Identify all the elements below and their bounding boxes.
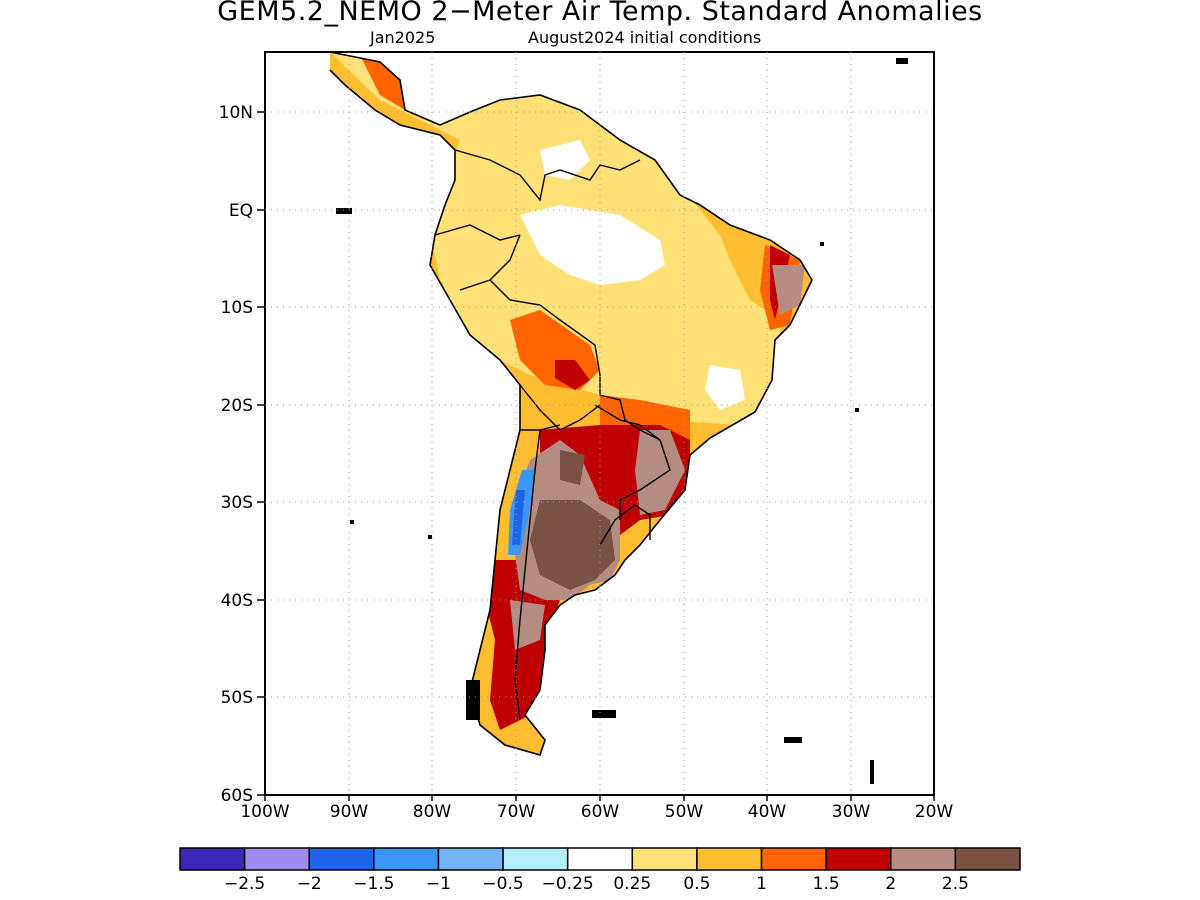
subtitle-initial-conditions: August2024 initial conditions bbox=[528, 28, 762, 47]
lat-label: 20S bbox=[221, 396, 253, 416]
map-title: GEM5.2_NEMO 2−Meter Air Temp. Standard A… bbox=[217, 0, 983, 27]
anomaly-region bbox=[772, 265, 805, 315]
lon-label: 80W bbox=[413, 802, 452, 822]
legend-swatch bbox=[825, 847, 892, 871]
anomaly-region bbox=[512, 490, 525, 545]
longitude-labels: 100W 90W 80W 70W 60W 50W 40W 30W 20W bbox=[240, 795, 953, 822]
legend-swatch bbox=[696, 847, 763, 871]
anomaly-shading bbox=[330, 52, 812, 755]
legend-swatch bbox=[954, 847, 1021, 871]
legend-swatch bbox=[566, 847, 634, 871]
legend-swatch bbox=[631, 847, 698, 871]
lat-label: 10N bbox=[219, 103, 253, 123]
color-legend: −2.5 −2 −1.5 −1 −0.5 −0.25 0.25 0.5 1 1.5 2 2.5 bbox=[179, 847, 1021, 894]
lon-label: 60W bbox=[581, 802, 620, 822]
legend-swatch bbox=[890, 847, 957, 871]
legend-label: 2 bbox=[885, 874, 896, 894]
legend-label: 0.25 bbox=[613, 874, 651, 894]
anomaly-region bbox=[520, 205, 665, 285]
coastline bbox=[329, 51, 813, 756]
lat-label: EQ bbox=[229, 201, 253, 221]
anomaly-region bbox=[560, 450, 585, 485]
legend-label: −1.5 bbox=[353, 874, 394, 894]
legend-label: 0.5 bbox=[683, 874, 710, 894]
legend-swatch bbox=[243, 847, 310, 871]
anomaly-region bbox=[635, 430, 685, 515]
lon-label: 90W bbox=[330, 802, 369, 822]
lon-label: 40W bbox=[748, 802, 787, 822]
legend-swatch bbox=[437, 847, 504, 871]
latitude-labels: 10N EQ 10S 20S 30S 40S 50S 60S bbox=[219, 103, 265, 806]
lat-label: 60S bbox=[221, 786, 253, 806]
legend-label: −1 bbox=[426, 874, 451, 894]
country-borders bbox=[434, 149, 671, 721]
legend-label: 1.5 bbox=[813, 874, 840, 894]
legend-swatch bbox=[502, 847, 569, 871]
anomaly-region bbox=[705, 365, 745, 410]
lat-label: 40S bbox=[221, 591, 253, 611]
lon-label: 50W bbox=[665, 802, 704, 822]
lat-label: 50S bbox=[221, 688, 253, 708]
anomaly-region bbox=[540, 140, 590, 180]
subtitle-valid-month: Jan2025 bbox=[370, 28, 436, 47]
lon-label: 100W bbox=[240, 802, 289, 822]
lon-label: 70W bbox=[497, 802, 536, 822]
legend-label: 1 bbox=[756, 874, 767, 894]
legend-label: 2.5 bbox=[942, 874, 969, 894]
islands bbox=[336, 58, 908, 784]
lon-label: 20W bbox=[915, 802, 954, 822]
anomaly-region bbox=[555, 360, 590, 390]
legend-swatch bbox=[373, 847, 440, 871]
legend-label: −0.5 bbox=[482, 874, 523, 894]
legend-label: −0.25 bbox=[542, 874, 594, 894]
legend-swatch bbox=[308, 847, 375, 871]
lat-label: 10S bbox=[221, 298, 253, 318]
legend-label: −2 bbox=[297, 874, 322, 894]
lon-label: 30W bbox=[832, 802, 871, 822]
legend-swatch bbox=[179, 847, 246, 871]
lat-label: 30S bbox=[221, 493, 253, 513]
legend-swatch bbox=[760, 847, 827, 871]
legend-label: −2.5 bbox=[224, 874, 265, 894]
anomaly-region bbox=[530, 500, 615, 590]
